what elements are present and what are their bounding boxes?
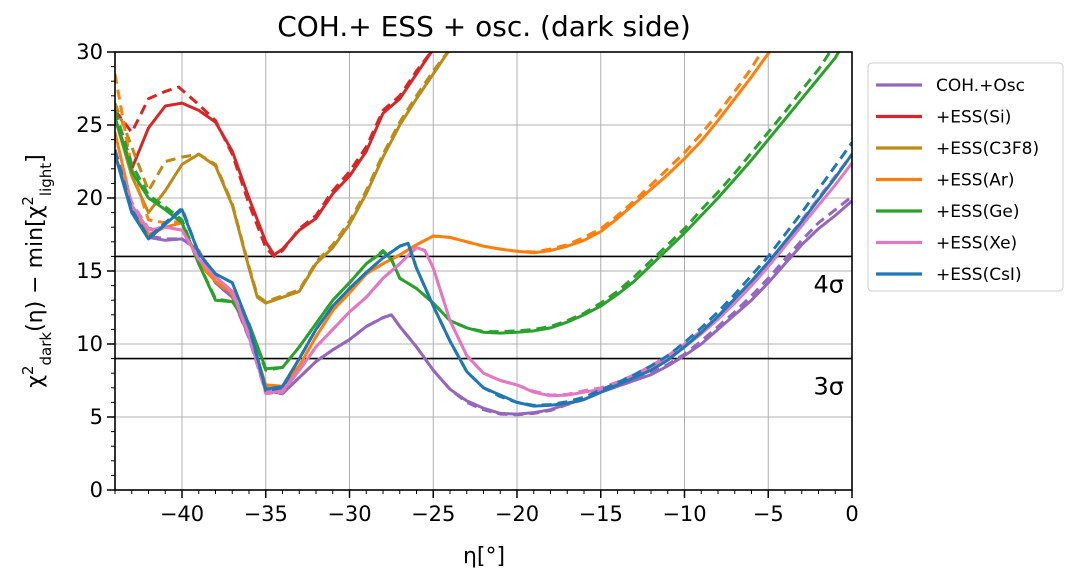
axis-ticks — [107, 51, 853, 498]
y-tick-label: 15 — [76, 259, 103, 283]
legend-frame — [867, 62, 1064, 292]
x-tick-label: −10 — [662, 502, 706, 526]
sigma-label: 4σ — [814, 270, 844, 298]
x-tick-label: −40 — [160, 502, 204, 526]
legend-label: +ESS(Xe) — [936, 234, 1017, 254]
series-line — [115, 153, 852, 408]
chart-title: COH.+ ESS + osc. (dark side) — [277, 10, 691, 43]
legend-items: COH.+Osc +ESS(Si) +ESS(C3F8) +ESS(Ar) +ESS(G… — [876, 76, 1039, 285]
y-tick-label: 25 — [76, 113, 103, 137]
y-tick-label: 30 — [76, 40, 103, 64]
series-lines — [115, 52, 852, 417]
x-tick-label: −5 — [753, 502, 784, 526]
series-line — [115, 153, 852, 398]
series-line-dashed — [115, 141, 852, 407]
legend-label: COH.+Osc — [936, 76, 1025, 96]
sigma-label: 3σ — [814, 373, 844, 401]
x-tick-label: −35 — [244, 502, 288, 526]
y-tick-label: 0 — [90, 478, 103, 502]
y-tick-label: 20 — [76, 186, 103, 210]
y-tick-label: 5 — [90, 405, 103, 429]
legend: COH.+Osc +ESS(Si) +ESS(C3F8) +ESS(Ar) +ESS(G… — [867, 62, 1064, 292]
x-tick-labels: −40 −35 −30 −25 −20 −15 −10 −5 0 — [160, 502, 859, 526]
y-tick-labels: 0 5 10 15 20 25 30 — [76, 40, 103, 502]
legend-label: +ESS(CsI) — [936, 265, 1022, 285]
x-axis-label: η[°] — [463, 544, 505, 568]
x-tick-label: −25 — [411, 502, 455, 526]
series-line — [115, 52, 450, 305]
legend-label: +ESS(Ge) — [936, 202, 1019, 222]
x-tick-label: −20 — [495, 502, 539, 526]
x-tick-label: −30 — [327, 502, 371, 526]
y-tick-label: 10 — [76, 332, 103, 356]
y-axis-label: χ2dark(η) − min[χ2light] — [19, 154, 55, 388]
legend-label: +ESS(Ar) — [936, 171, 1014, 191]
series-line-dashed — [115, 52, 764, 390]
x-tick-label: 0 — [845, 502, 858, 526]
sigma-annotations: 4σ 3σ — [814, 270, 844, 400]
grid — [115, 51, 853, 491]
legend-label: +ESS(C3F8) — [936, 139, 1039, 159]
x-tick-label: −15 — [579, 502, 623, 526]
legend-label: +ESS(Si) — [936, 108, 1011, 128]
series-line — [115, 52, 772, 388]
series-line — [115, 52, 434, 257]
threshold-lines — [115, 255, 852, 360]
